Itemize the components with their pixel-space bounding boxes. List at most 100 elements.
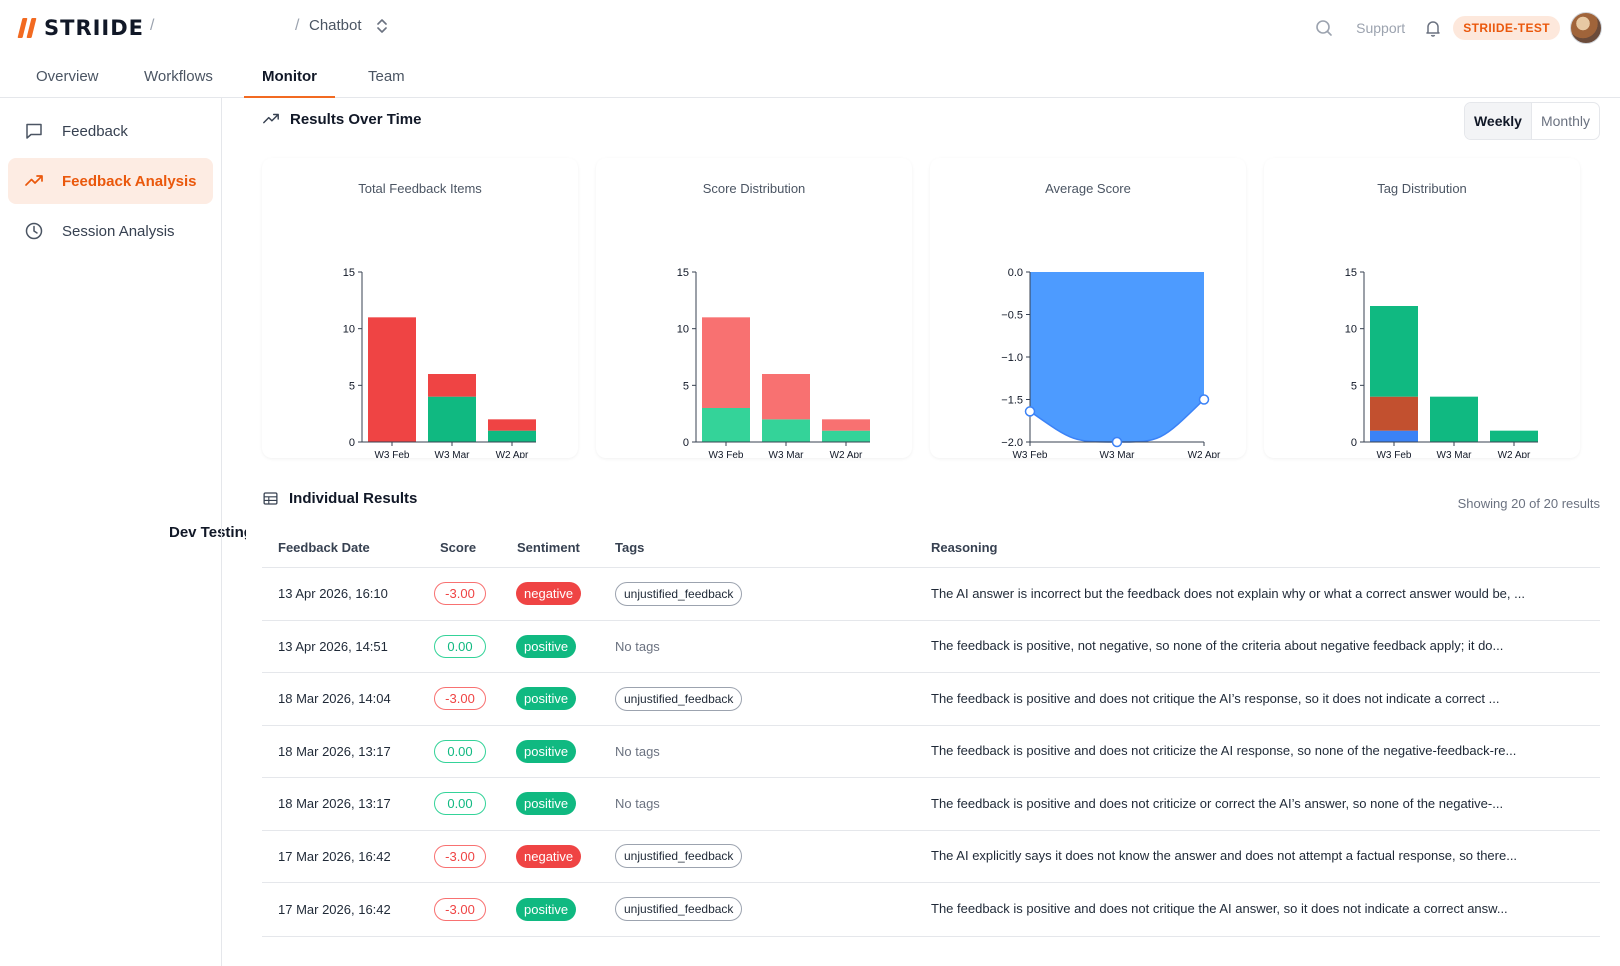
bar-segment[interactable]: [1370, 430, 1418, 442]
feedback-date-text: 13 Apr 2026, 14:51: [278, 638, 388, 654]
reasoning-cell: The feedback is positive, not negative, …: [931, 621, 1543, 673]
x-tick-label: W3 Feb: [1012, 450, 1047, 458]
bar-segment[interactable]: [762, 374, 810, 420]
y-tick-label: 5: [349, 380, 355, 392]
bar-segment[interactable]: [822, 430, 870, 442]
chart-card-tag-distribution: Tag Distribution 0 5 10 15 W3 Feb W3 Mar W2 Ap…: [1264, 158, 1580, 458]
main-content: Results Over Time Weekly Monthly Total F…: [246, 98, 1600, 966]
reasoning-text: The AI answer is incorrect but the feedb…: [931, 585, 1525, 601]
bar-segment[interactable]: [428, 396, 476, 442]
logo[interactable]: STRIIDE: [17, 16, 144, 40]
bar-segment[interactable]: [762, 419, 810, 442]
sidebar-item-feedback[interactable]: Feedback: [8, 108, 213, 154]
main-tabs: Overview Workflows Monitor Team: [0, 56, 1620, 98]
tab-team[interactable]: Team: [368, 68, 405, 85]
column-header-tags[interactable]: Tags: [615, 540, 645, 555]
tags-cell: unjustified_feedback: [615, 568, 743, 620]
breadcrumb-separator: /: [150, 17, 155, 34]
chart-title: Average Score: [1045, 181, 1131, 196]
x-tick-label: W3 Mar: [1437, 450, 1473, 458]
table-row[interactable]: 17 Mar 2026, 16:42 -3.00 negative unjustifi…: [262, 831, 1600, 883]
y-tick-label: −2.0: [1001, 437, 1023, 449]
chart-card-average-score: Average Score 0.0 −0.5 −1.0 −1.5 −2.0 W3 Feb W…: [930, 158, 1246, 458]
x-tick-label: W3 Feb: [374, 450, 409, 458]
support-link[interactable]: Support: [1356, 20, 1406, 36]
y-tick-label: 5: [1351, 380, 1357, 392]
weekly-button[interactable]: Weekly: [1464, 103, 1532, 139]
feedback-date: 13 Apr 2026, 16:10: [278, 568, 388, 620]
chart-title: Tag Distribution: [1377, 181, 1467, 196]
bar-segment[interactable]: [1370, 306, 1418, 397]
bar-segment[interactable]: [1430, 396, 1478, 442]
column-header-reasoning[interactable]: Reasoning: [931, 540, 998, 555]
sentiment-badge: negative: [516, 582, 582, 606]
message-square-icon: [26, 123, 42, 139]
table-row[interactable]: 17 Mar 2026, 16:42 -3.00 positive unjustifi…: [262, 883, 1600, 936]
y-tick-label: −1.5: [1001, 395, 1023, 407]
y-tick-label: 10: [343, 324, 355, 336]
score-cell: -3.00: [434, 831, 486, 883]
score-badge: 0.00: [434, 792, 486, 816]
table-row[interactable]: 18 Mar 2026, 14:04 -3.00 positive unjustifi…: [262, 673, 1600, 726]
data-point[interactable]: [1024, 406, 1036, 417]
feedback-date-text: 17 Mar 2026, 16:42: [278, 901, 391, 917]
bar-segment[interactable]: [488, 430, 536, 442]
table-row[interactable]: 18 Mar 2026, 13:17 0.00 positive No tags The…: [262, 778, 1600, 831]
period-toggle: Weekly Monthly: [1463, 102, 1600, 140]
reasoning-text: The AI explicitly says it does not know …: [931, 848, 1518, 864]
y-tick-label: 0.0: [1008, 267, 1023, 279]
table-row[interactable]: 13 Apr 2026, 14:51 0.00 positive No tags The…: [262, 621, 1600, 673]
total-feedback-chart: 0 5 10 15 W3 Feb W3 Mar W2 Apr: [343, 267, 536, 458]
bar-segment[interactable]: [428, 374, 476, 397]
sentiment-cell: negative: [516, 831, 582, 883]
reasoning-cell: The feedback is positive and does not cr…: [931, 726, 1543, 778]
feedback-date: 18 Mar 2026, 13:17: [278, 778, 391, 830]
y-tick-label: 15: [343, 267, 355, 279]
tag-chip: unjustified_feedback: [615, 581, 743, 606]
sentiment-cell: positive: [516, 726, 577, 778]
tag-distribution-chart: 0 5 10 15 W3 Feb W3 Mar W2 Apr: [1345, 267, 1538, 458]
column-header-sentiment[interactable]: Sentiment: [517, 540, 580, 555]
avatar[interactable]: [1570, 12, 1602, 44]
sentiment-badge: positive: [516, 897, 577, 921]
bar-segment[interactable]: [1370, 396, 1418, 431]
reasoning-text: The feedback is positive and does not cr…: [931, 901, 1508, 917]
search-icon[interactable]: [1314, 18, 1334, 38]
tab-workflows[interactable]: Workflows: [144, 68, 213, 85]
bar-segment[interactable]: [488, 419, 536, 431]
no-tags-text: No tags: [615, 638, 660, 654]
bell-icon[interactable]: [1423, 18, 1443, 38]
data-point[interactable]: [1198, 394, 1210, 405]
bar-segment[interactable]: [702, 317, 750, 408]
bot-name: Chatbot: [309, 17, 362, 34]
chart-card-score-distribution: Score Distribution 0 5 10 15 W3 Feb W3 Mar W2 …: [596, 158, 912, 458]
feedback-date: 17 Mar 2026, 16:42: [278, 831, 391, 883]
column-header-score[interactable]: Score: [440, 540, 477, 555]
tab-overview[interactable]: Overview: [36, 68, 99, 85]
tags-cell: unjustified_feedback: [615, 673, 743, 725]
bot-switcher[interactable]: Chatbot: [309, 17, 388, 34]
column-header-date[interactable]: Feedback Date: [278, 540, 370, 555]
score-badge: -3.00: [434, 897, 486, 921]
x-tick-label: W3 Mar: [435, 450, 471, 458]
tab-monitor[interactable]: Monitor: [244, 68, 335, 98]
bar-segment[interactable]: [822, 419, 870, 431]
sentiment-cell: positive: [516, 778, 577, 830]
bar-segment[interactable]: [702, 408, 750, 442]
table-row[interactable]: 18 Mar 2026, 13:17 0.00 positive No tags The…: [262, 726, 1600, 778]
y-tick-label: 15: [677, 267, 689, 279]
bar-segment[interactable]: [368, 317, 416, 442]
sidebar: Feedback Feedback Analysis Session Analy…: [0, 98, 222, 966]
data-point[interactable]: [1111, 436, 1123, 448]
bar-segment[interactable]: [1490, 430, 1538, 442]
sidebar-item-feedback-analysis[interactable]: Feedback Analysis: [8, 158, 213, 204]
org-badge[interactable]: STRIIDE-TEST: [1453, 16, 1560, 40]
sidebar-item-session-analysis[interactable]: Session Analysis: [8, 208, 213, 254]
score-badge: -3.00: [434, 844, 486, 868]
y-tick-label: 0: [349, 437, 355, 449]
y-tick-label: 0: [683, 437, 689, 449]
monthly-button[interactable]: Monthly: [1540, 113, 1590, 129]
sidebar-item-label: Feedback Analysis: [62, 172, 197, 190]
table-row[interactable]: 13 Apr 2026, 16:10 -3.00 negative unjustifi…: [262, 568, 1600, 621]
